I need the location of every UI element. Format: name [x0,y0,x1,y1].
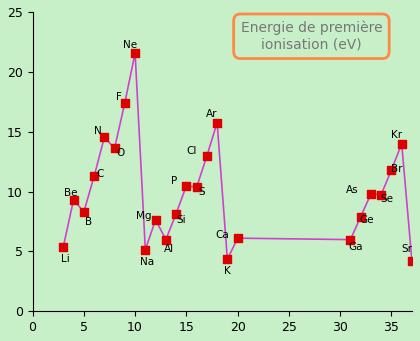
Text: C: C [97,169,104,179]
Text: N: N [94,127,102,136]
Point [409,258,415,264]
Point [163,237,169,242]
Point [378,192,385,197]
Text: Ge: Ge [360,215,374,225]
Text: Na: Na [140,257,155,267]
Text: Se: Se [381,194,394,204]
Point [183,183,190,189]
Text: Ca: Ca [215,229,229,240]
Point [132,50,139,56]
Point [152,217,159,222]
Point [204,153,210,159]
Text: I: I [0,340,1,341]
Point [214,120,220,125]
Point [388,167,395,173]
Text: Xe: Xe [0,340,1,341]
Point [398,141,405,147]
Point [224,257,231,262]
Point [70,197,77,203]
Text: Br: Br [391,164,402,174]
Point [121,100,128,105]
Text: O: O [117,148,125,158]
Text: Sb: Sb [0,340,1,341]
Text: F: F [116,92,122,102]
Point [347,237,354,242]
Point [419,240,420,246]
Text: Si: Si [176,215,186,225]
Text: Be: Be [64,188,77,197]
Text: P: P [171,176,177,186]
Point [234,235,241,241]
Text: B: B [85,217,92,226]
Text: Sn: Sn [0,340,1,341]
Point [357,214,364,220]
Text: Ga: Ga [348,242,363,252]
Point [173,211,179,217]
Text: S: S [198,187,205,197]
Text: Li: Li [61,254,70,264]
Text: Energie de première
ionisation (eV): Energie de première ionisation (eV) [241,21,382,51]
Point [91,174,97,179]
Point [111,146,118,151]
Text: Rb: Rb [0,340,1,341]
Text: Ne: Ne [123,40,137,50]
Point [193,184,200,190]
Point [368,191,374,196]
Point [142,247,149,252]
Text: Sr: Sr [402,244,412,254]
Text: As: As [346,185,359,195]
Text: Ar: Ar [206,109,218,119]
Text: Cl: Cl [186,146,197,156]
Text: Mg: Mg [136,211,151,221]
Text: In: In [0,340,1,341]
Text: Al: Al [164,244,174,254]
Text: Te: Te [0,340,1,341]
Text: Kr: Kr [391,130,402,140]
Point [81,209,87,215]
Point [60,244,67,250]
Text: K: K [224,266,231,276]
Point [101,135,108,140]
